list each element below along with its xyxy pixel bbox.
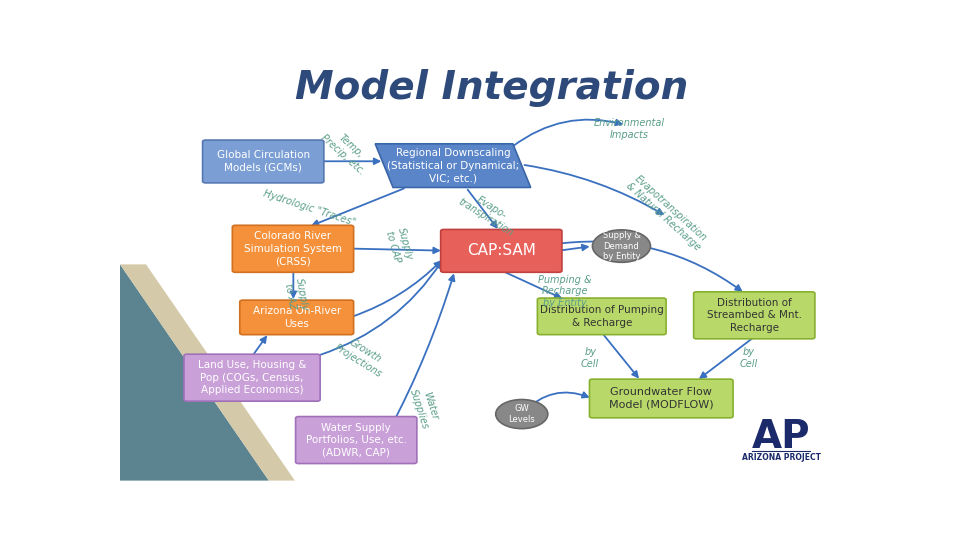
Text: Temp,
Precip, etc.: Temp, Precip, etc.	[320, 124, 374, 177]
Polygon shape	[120, 265, 295, 481]
Text: Global Circulation
Models (GCMs): Global Circulation Models (GCMs)	[217, 150, 310, 173]
Text: Evapo-
transpiration: Evapo- transpiration	[456, 187, 520, 238]
Text: by
Cell: by Cell	[581, 347, 599, 369]
Text: Pumping &
Recharge
by Entity: Pumping & Recharge by Entity	[539, 275, 591, 308]
Text: Land Use, Housing &
Pop (COGs, Census,
Applied Economics): Land Use, Housing & Pop (COGs, Census, A…	[198, 360, 306, 395]
Text: Environmental
Impacts: Environmental Impacts	[594, 118, 665, 140]
Text: ARIZONA PROJECT: ARIZONA PROJECT	[742, 453, 821, 462]
FancyBboxPatch shape	[203, 140, 324, 183]
FancyBboxPatch shape	[296, 416, 417, 463]
Text: Evapotranspiration
& Natural Recharge: Evapotranspiration & Natural Recharge	[624, 172, 709, 253]
Text: Hydrologic "Traces": Hydrologic "Traces"	[262, 188, 357, 228]
FancyBboxPatch shape	[589, 379, 733, 418]
FancyBboxPatch shape	[441, 230, 562, 272]
Polygon shape	[120, 265, 269, 481]
Text: Regional Downscaling
(Statistical or Dynamical;
VIC; etc.): Regional Downscaling (Statistical or Dyn…	[387, 148, 519, 183]
FancyBboxPatch shape	[538, 298, 666, 335]
FancyBboxPatch shape	[184, 354, 320, 401]
FancyBboxPatch shape	[232, 225, 353, 272]
Circle shape	[592, 230, 651, 262]
Text: AP: AP	[752, 418, 810, 456]
FancyBboxPatch shape	[694, 292, 815, 339]
Text: Supply &
Demand
by Entity: Supply & Demand by Entity	[603, 231, 640, 261]
Text: by
Cell: by Cell	[739, 347, 757, 369]
Text: Water Supply
Portfolios, Use, etc.
(ADWR, CAP): Water Supply Portfolios, Use, etc. (ADWR…	[305, 423, 407, 457]
Text: Supply
to AZ: Supply to AZ	[283, 277, 310, 314]
Text: Arizona On-River
Uses: Arizona On-River Uses	[252, 306, 341, 329]
Circle shape	[495, 400, 548, 429]
Text: GW
Levels: GW Levels	[509, 404, 535, 424]
FancyBboxPatch shape	[240, 300, 353, 335]
Text: Supply
to CAP: Supply to CAP	[384, 227, 414, 265]
Text: Water
Supplies: Water Supplies	[408, 385, 442, 431]
Text: Model Integration: Model Integration	[296, 69, 688, 107]
Text: Growth
Projections: Growth Projections	[333, 333, 391, 379]
Text: Colorado River
Simulation System
(CRSS): Colorado River Simulation System (CRSS)	[244, 232, 342, 266]
Polygon shape	[375, 144, 531, 187]
Text: Distribution of Pumping
& Recharge: Distribution of Pumping & Recharge	[540, 305, 663, 328]
Text: CAP:SAM: CAP:SAM	[467, 244, 536, 258]
Text: Distribution of
Streambed & Mnt.
Recharge: Distribution of Streambed & Mnt. Recharg…	[707, 298, 802, 333]
Text: Groundwater Flow
Model (MODFLOW): Groundwater Flow Model (MODFLOW)	[609, 387, 713, 410]
